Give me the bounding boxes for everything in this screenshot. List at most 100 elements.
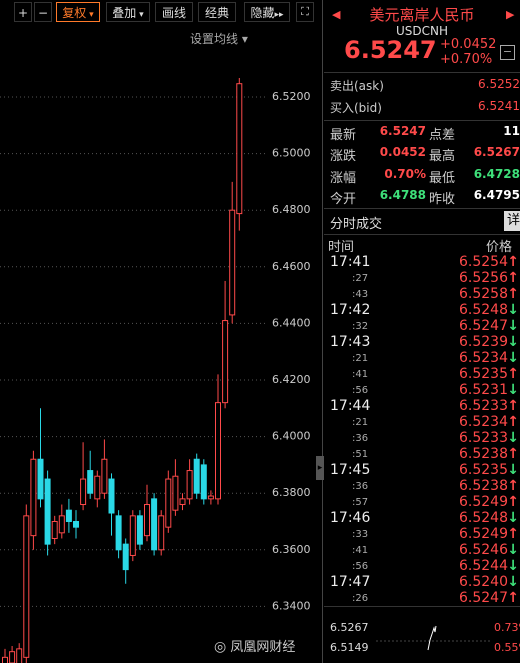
trade-arrow: ↓ [507, 542, 519, 558]
candle-body [80, 478, 87, 506]
separator [324, 234, 520, 235]
separator [324, 72, 520, 73]
toolbar-button[interactable]: − [34, 2, 52, 22]
bid-label: 买入(bid) [330, 101, 382, 115]
candle-body [94, 475, 101, 500]
stat-label: 点差 [429, 128, 456, 143]
quote-change-pct: +0.70% [440, 52, 493, 67]
candle-body [186, 470, 193, 500]
trade-time: :56 [352, 561, 369, 572]
trade-arrow: ↓ [507, 574, 519, 590]
mini-low: 6.5149 [330, 641, 369, 654]
candle-body [9, 651, 16, 663]
ask-value: 6.5252 [478, 77, 520, 91]
trade-arrow: ↓ [507, 318, 519, 334]
stat-label: 最低 [429, 170, 456, 186]
trade-time: :21 [352, 353, 369, 364]
trades-tab[interactable]: 分时成交 [330, 217, 383, 232]
trade-price: 6.5235 [459, 366, 508, 382]
candle-body [51, 521, 58, 539]
mini-chart [376, 625, 492, 651]
y-tick-label: 6.3600 [272, 543, 311, 556]
separator [324, 208, 520, 209]
trade-time: :51 [352, 449, 369, 460]
stat-value: 0.0452 [379, 145, 426, 160]
candle-body [129, 515, 136, 556]
candle-body [16, 648, 23, 663]
trade-arrow: ↑ [507, 286, 519, 302]
trade-time: 17:44 [330, 398, 371, 414]
trade-time: :41 [352, 369, 369, 380]
collapse-box[interactable]: − [500, 45, 515, 60]
candle-body [58, 515, 65, 534]
kline-chart: 6.3400 6.3600 6.3800 6.4000 6.4200 6.4400 6.46… [0, 78, 311, 663]
ma-setting[interactable]: 设置均线 ▾ [190, 32, 248, 46]
trade-time: :36 [352, 481, 369, 492]
fullscreen-button[interactable]: ⛶ [296, 2, 314, 22]
trade-arrow: ↓ [507, 510, 519, 526]
toolbar-button[interactable]: 叠加 ▾ [106, 2, 150, 22]
stat-value: 0.70% [384, 166, 426, 181]
candle-body [222, 320, 229, 404]
stat-value: 11 [503, 124, 520, 138]
trade-price: 6.5234 [459, 350, 508, 366]
candle-body [215, 402, 221, 500]
quote-price: 6.5247 [344, 36, 437, 64]
trade-price: 6.5240 [459, 574, 508, 590]
candle-body [108, 478, 115, 514]
next-arrow[interactable]: ▶ [506, 8, 515, 21]
toolbar-button[interactable]: + [14, 2, 32, 22]
watermark: ◎ 凤凰网财经 [214, 639, 296, 655]
candle-body [200, 464, 207, 500]
stat-value: 6.4788 [379, 187, 426, 202]
y-tick-label: 6.4200 [272, 373, 311, 386]
candle-body [122, 543, 129, 571]
trade-time: :56 [352, 385, 369, 396]
candle-body [207, 495, 214, 500]
time-header: 时间 [328, 240, 355, 255]
candle-body [30, 458, 37, 537]
trade-arrow: ↑ [507, 590, 519, 606]
y-tick-label: 6.4400 [272, 316, 311, 329]
candle-body [193, 458, 200, 494]
y-tick-label: 6.3400 [272, 599, 311, 612]
detail-button[interactable]: 详 [504, 211, 520, 231]
trade-price: 6.5238 [459, 446, 508, 462]
trade-arrow: ↑ [507, 398, 519, 414]
candle-body [87, 470, 94, 494]
trade-price: 6.5234 [459, 414, 508, 430]
toolbar-button[interactable]: 经典 [198, 2, 236, 22]
ask-label: 卖出(ask) [330, 79, 384, 93]
candle-body [44, 478, 51, 545]
bid-value: 6.5241 [478, 99, 520, 113]
trade-arrow: ↓ [507, 334, 519, 350]
candle-body [236, 83, 243, 215]
trade-price: 6.5248 [459, 510, 508, 526]
candle-body [158, 515, 165, 551]
panel-handle[interactable]: ▸ [316, 456, 324, 480]
prev-arrow[interactable]: ◀ [332, 8, 341, 21]
trade-arrow: ↓ [507, 462, 519, 478]
trade-time: 17:45 [330, 462, 371, 478]
toolbar-button[interactable]: 画线 [155, 2, 193, 22]
trade-price: 6.5258 [459, 286, 508, 302]
trade-price: 6.5239 [459, 334, 508, 350]
candle-body [229, 209, 236, 316]
trade-price: 6.5244 [459, 558, 508, 574]
candle-body [151, 498, 158, 551]
quote-code: USDCNH [395, 24, 449, 38]
trade-price: 6.5231 [459, 382, 508, 398]
trade-arrow: ↑ [507, 414, 519, 430]
toolbar-button[interactable]: 复权 ▾ [56, 2, 100, 22]
stat-value: 6.5267 [473, 145, 520, 160]
stat-value: 6.5247 [379, 124, 426, 138]
trade-price: 6.5233 [459, 430, 508, 446]
candle-body [136, 515, 143, 545]
toolbar-button[interactable]: 隐藏▸▸ [244, 2, 290, 22]
trade-price: 6.5247 [459, 590, 508, 606]
trade-time: :32 [352, 321, 369, 332]
trade-time: :57 [352, 497, 369, 508]
stat-label: 涨跌 [330, 149, 357, 165]
mini-low-pct: 0.55% [494, 641, 520, 654]
trade-time: :41 [352, 545, 369, 556]
